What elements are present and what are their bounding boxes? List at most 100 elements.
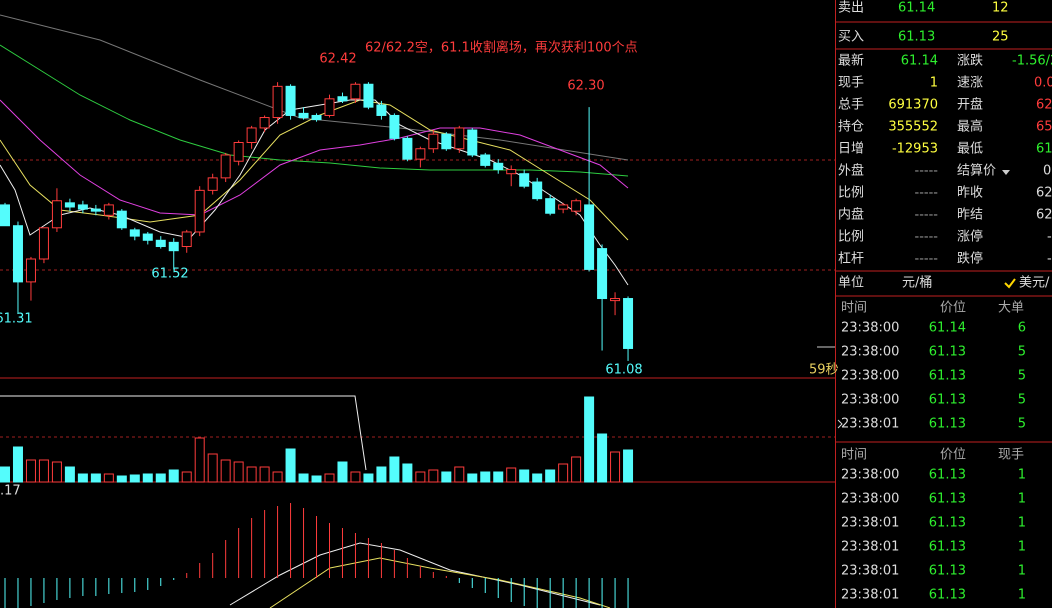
- candle-body: [415, 148, 426, 160]
- candle-body: [103, 204, 114, 216]
- candle-body: [467, 129, 478, 156]
- text: 61.08: [605, 363, 642, 378]
- volume-bar: [324, 473, 335, 483]
- text: 买入: [838, 30, 864, 45]
- text: -----: [915, 208, 939, 223]
- volume-bar: [610, 451, 621, 483]
- text: 62/62.2空，61.1收割离场，再次获利100个点: [365, 40, 638, 56]
- text: 691370: [888, 98, 938, 113]
- volume-bar: [103, 473, 114, 483]
- volume-bar: [558, 463, 569, 483]
- text: 61.31: [0, 312, 33, 327]
- candle-body: [363, 83, 374, 108]
- text: 62.: [1036, 186, 1052, 201]
- volume-bar: [0, 466, 10, 483]
- volume-bar: [389, 456, 400, 483]
- text: 涨停: [957, 229, 983, 245]
- candle-body: [12, 225, 23, 283]
- volume-bar: [493, 471, 504, 483]
- ma-line: [0, 14, 629, 161]
- volume-bar: [506, 467, 517, 483]
- candle-body: [233, 142, 244, 162]
- volume-bar: [77, 473, 88, 483]
- text: 62.42: [319, 52, 356, 67]
- text: 1: [1018, 516, 1026, 531]
- text: 61.: [1036, 142, 1052, 157]
- text: 美元/: [1019, 276, 1050, 291]
- volume-bar: [311, 475, 322, 483]
- volume-bar: [519, 469, 530, 483]
- text: 61.13: [929, 345, 966, 360]
- candle-body: [194, 189, 205, 233]
- candle-body: [181, 231, 192, 248]
- text: 杠杆: [838, 251, 864, 267]
- text: -: [1047, 252, 1052, 267]
- text: 23:38:00: [841, 393, 899, 408]
- candle-body: [389, 114, 400, 139]
- text: 内盘: [838, 207, 864, 223]
- volume-bar: [194, 437, 205, 483]
- volume-bar: [480, 471, 491, 483]
- candle-body: [324, 98, 335, 116]
- text: 25: [992, 30, 1009, 45]
- text: 6: [1018, 321, 1026, 336]
- row-marker: [837, 419, 843, 429]
- volume-bar: [454, 466, 465, 483]
- text: 跌停: [957, 251, 983, 267]
- dropdown-icon[interactable]: [1002, 170, 1010, 175]
- candle-body: [285, 85, 296, 116]
- text: -----: [915, 252, 939, 267]
- volume-bar: [12, 446, 23, 483]
- text: 23:38:00: [841, 369, 899, 384]
- text: 0.: [1043, 164, 1052, 179]
- text: 61.14: [901, 54, 938, 69]
- text: 1: [1018, 492, 1026, 507]
- candle-body: [64, 202, 75, 208]
- text: 65.: [1036, 120, 1052, 135]
- candle-body: [207, 177, 218, 191]
- volume-bar: [38, 459, 49, 483]
- candle-body: [441, 133, 452, 150]
- volume-bar: [142, 473, 153, 483]
- text: 大单: [998, 301, 1024, 316]
- text: 61.13: [929, 369, 966, 384]
- text: -----: [915, 164, 939, 179]
- text: 现手: [998, 448, 1024, 463]
- text: 时间: [841, 301, 867, 316]
- candle-body: [428, 133, 439, 150]
- candle-body: [493, 162, 504, 171]
- text: 外盘: [838, 163, 864, 179]
- candle-body: [584, 204, 595, 270]
- text: 61.13: [929, 417, 966, 432]
- text: 最新: [838, 53, 864, 69]
- candle-body: [25, 258, 36, 283]
- text: 昨结: [957, 208, 983, 223]
- volume-bar: [285, 448, 296, 483]
- text: 最低: [957, 142, 983, 157]
- candle-body: [545, 198, 556, 214]
- text: 价位: [940, 448, 966, 463]
- ma-line: [0, 99, 629, 286]
- text: 单位: [838, 276, 864, 291]
- text: 价位: [940, 301, 966, 316]
- oi-line: [0, 395, 367, 471]
- text: 1: [930, 76, 938, 91]
- text: 23:38:00: [841, 492, 899, 507]
- text: 开盘: [957, 97, 983, 113]
- text: 涨跌: [957, 53, 983, 69]
- text: 59秒: [809, 363, 839, 378]
- volume-bar: [233, 461, 244, 483]
- text: 1: [1018, 468, 1026, 483]
- volume-bar: [129, 474, 140, 483]
- text: 5: [1018, 417, 1026, 432]
- text: 23:38:01: [841, 516, 899, 531]
- volume-bar: [545, 469, 556, 483]
- candle-body: [623, 298, 634, 349]
- volume-bar: [64, 466, 75, 483]
- volume-bar: [116, 475, 127, 483]
- text: 61.14: [898, 1, 935, 16]
- text: 61.13: [898, 30, 935, 45]
- candle-body: [90, 208, 101, 212]
- volume-bar: [350, 471, 361, 483]
- candle-body: [142, 233, 153, 241]
